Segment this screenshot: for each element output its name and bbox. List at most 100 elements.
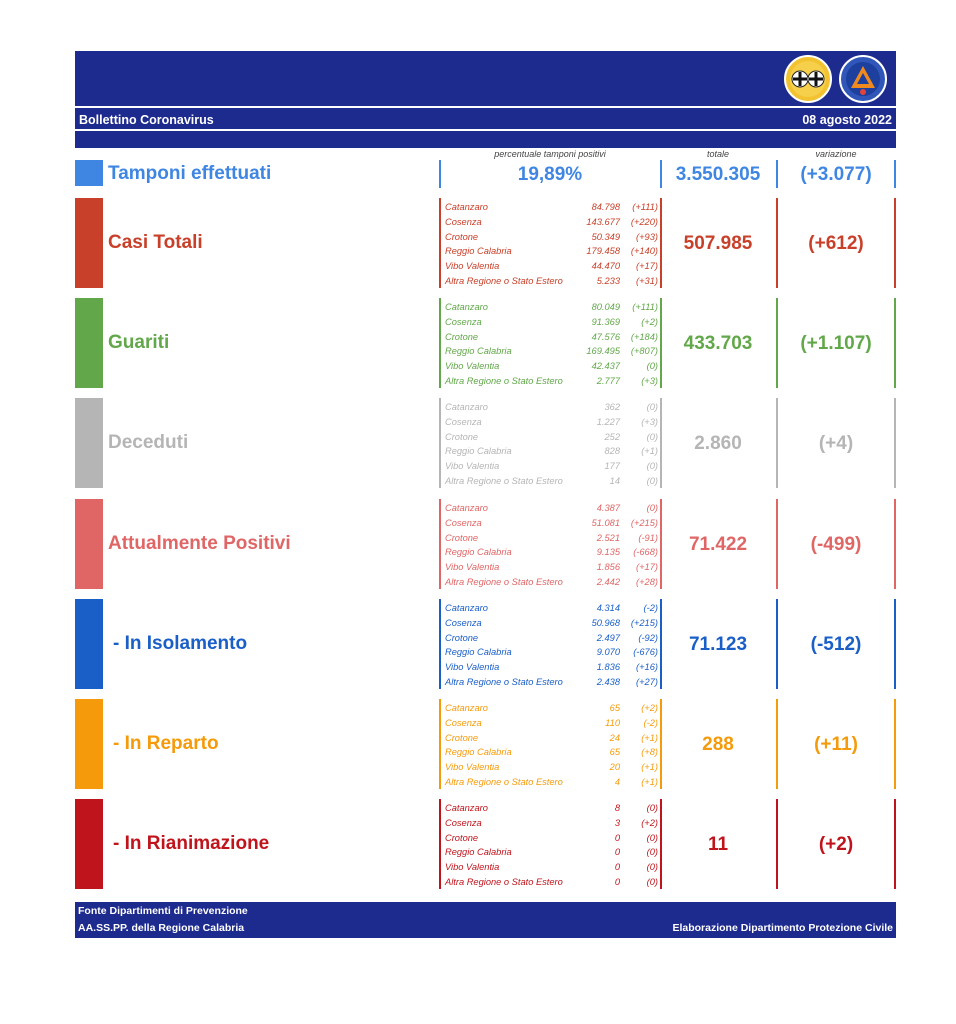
divider [776, 799, 778, 889]
province-delta: (-668) [633, 547, 658, 558]
tamponi-label: Tamponi effettuati [108, 163, 272, 184]
province-delta: (+140) [630, 246, 658, 257]
province-delta: (+27) [636, 676, 658, 687]
divider [894, 699, 896, 789]
province-delta: (0) [646, 876, 658, 887]
province-value: 177 [604, 461, 620, 472]
province-value: 2.497 [596, 632, 620, 643]
guariti-row: Guariti Catanzaro 80.049 (+111) Cosenza 91.36… [75, 298, 896, 388]
province-row: Catanzaro 80.049 (+111) [445, 300, 660, 315]
section-swatch [75, 398, 103, 488]
province-delta: (0) [646, 862, 658, 873]
province-row: Catanzaro 8 (0) [445, 801, 660, 816]
province-row: Reggio Calabria 9.135 (-668) [445, 545, 660, 560]
province-value: 51.081 [591, 517, 620, 528]
province-delta: (+807) [630, 346, 658, 357]
province-name: Cosenza [445, 416, 482, 427]
footer-source: Fonte Dipartimenti di Prevenzione [78, 905, 248, 917]
province-row: Reggio Calabria 0 (0) [445, 845, 660, 860]
in-rianimazione-row: - In Rianimazione Catanzaro 8 (0) Cosenza 3 (+… [75, 799, 896, 889]
province-name: Crotone [445, 732, 479, 743]
tamponi-variation: (+3.077) [800, 164, 872, 185]
province-delta: (-91) [638, 532, 658, 543]
province-name: Vibo Valentia [445, 261, 500, 272]
section-variation: (-512) [810, 634, 862, 655]
province-row: Vibo Valentia 1.836 (+16) [445, 660, 660, 675]
province-name: Cosenza [445, 717, 482, 728]
province-name: Catanzaro [445, 603, 488, 613]
section-swatch [75, 599, 103, 689]
province-name: Catanzaro [445, 302, 488, 312]
province-name: Altra Regione o Stato Estero [445, 776, 563, 787]
province-row: Crotone 47.576 (+184) [445, 330, 660, 345]
divider [439, 799, 441, 889]
province-delta: (+111) [632, 202, 658, 212]
province-value: 169.495 [586, 346, 620, 357]
divider [660, 298, 662, 388]
province-row: Altra Regione o Stato Estero 4 (+1) [445, 775, 660, 790]
province-row: Crotone 50.349 (+93) [445, 230, 660, 245]
province-name: Vibo Valentia [445, 862, 500, 873]
section-total: 11 [707, 834, 729, 855]
province-row: Altra Regione o Stato Estero 2.777 (+3) [445, 374, 660, 389]
section-total: 507.985 [683, 233, 753, 254]
province-value: 1.836 [596, 662, 620, 673]
province-value: 9.135 [596, 547, 620, 558]
province-value: 80.049 [591, 302, 620, 312]
province-delta: (+2) [641, 703, 658, 713]
section-label: Deceduti [108, 432, 189, 453]
province-delta: (0) [646, 402, 658, 412]
province-row: Vibo Valentia 0 (0) [445, 860, 660, 875]
province-name: Reggio Calabria [445, 547, 512, 558]
protezione-civile-logo [839, 55, 887, 103]
section-variation: (+11) [814, 734, 858, 755]
province-name: Altra Regione o Stato Estero [445, 576, 563, 587]
tamponi-total: 3.550.305 [675, 164, 761, 185]
province-value: 65 [609, 703, 620, 713]
province-delta: (0) [646, 475, 658, 486]
province-row: Cosenza 91.369 (+2) [445, 315, 660, 330]
divider [660, 499, 662, 589]
regione-calabria-logo [784, 55, 832, 103]
province-name: Catanzaro [445, 503, 488, 513]
province-name: Vibo Valentia [445, 461, 500, 472]
province-list: Catanzaro 4.387 (0) Cosenza 51.081 (+215) Crot… [445, 501, 660, 590]
province-delta: (0) [646, 847, 658, 858]
section-label: - In Reparto [113, 733, 219, 754]
province-delta: (+1) [641, 762, 658, 773]
province-value: 47.576 [591, 331, 620, 342]
province-name: Altra Regione o Stato Estero [445, 475, 563, 486]
divider [776, 198, 778, 288]
province-row: Catanzaro 4.387 (0) [445, 501, 660, 516]
column-header-percent: percentuale tamponi positivi [494, 149, 606, 159]
divider [439, 699, 441, 789]
province-list: Catanzaro 80.049 (+111) Cosenza 91.369 (+2) Cr… [445, 300, 660, 389]
province-value: 0 [614, 862, 620, 873]
divider [660, 799, 662, 889]
province-delta: (+17) [636, 261, 658, 272]
tamponi-swatch [75, 160, 103, 186]
province-name: Reggio Calabria [445, 446, 512, 457]
province-delta: (+1) [641, 776, 658, 787]
section-total: 288 [702, 734, 734, 755]
province-name: Altra Regione o Stato Estero [445, 275, 563, 286]
province-value: 362 [604, 402, 620, 412]
section-swatch [75, 298, 103, 388]
province-value: 8 [614, 803, 620, 813]
province-value: 65 [609, 747, 620, 758]
province-row: Cosenza 110 (-2) [445, 716, 660, 731]
province-delta: (+2) [641, 316, 658, 327]
province-value: 0 [614, 876, 620, 887]
attualmente-positivi-row: Attualmente Positivi Catanzaro 4.387 (0) Cos… [75, 499, 896, 589]
province-delta: (+1) [641, 446, 658, 457]
province-name: Reggio Calabria [445, 647, 512, 658]
province-delta: (+111) [632, 302, 658, 312]
province-delta: (+31) [636, 275, 658, 286]
section-swatch [75, 198, 103, 288]
province-value: 24 [609, 732, 620, 743]
province-value: 44.470 [591, 261, 620, 272]
province-name: Vibo Valentia [445, 361, 500, 372]
province-value: 42.437 [591, 361, 620, 372]
divider [439, 198, 441, 288]
province-name: Crotone [445, 832, 479, 843]
